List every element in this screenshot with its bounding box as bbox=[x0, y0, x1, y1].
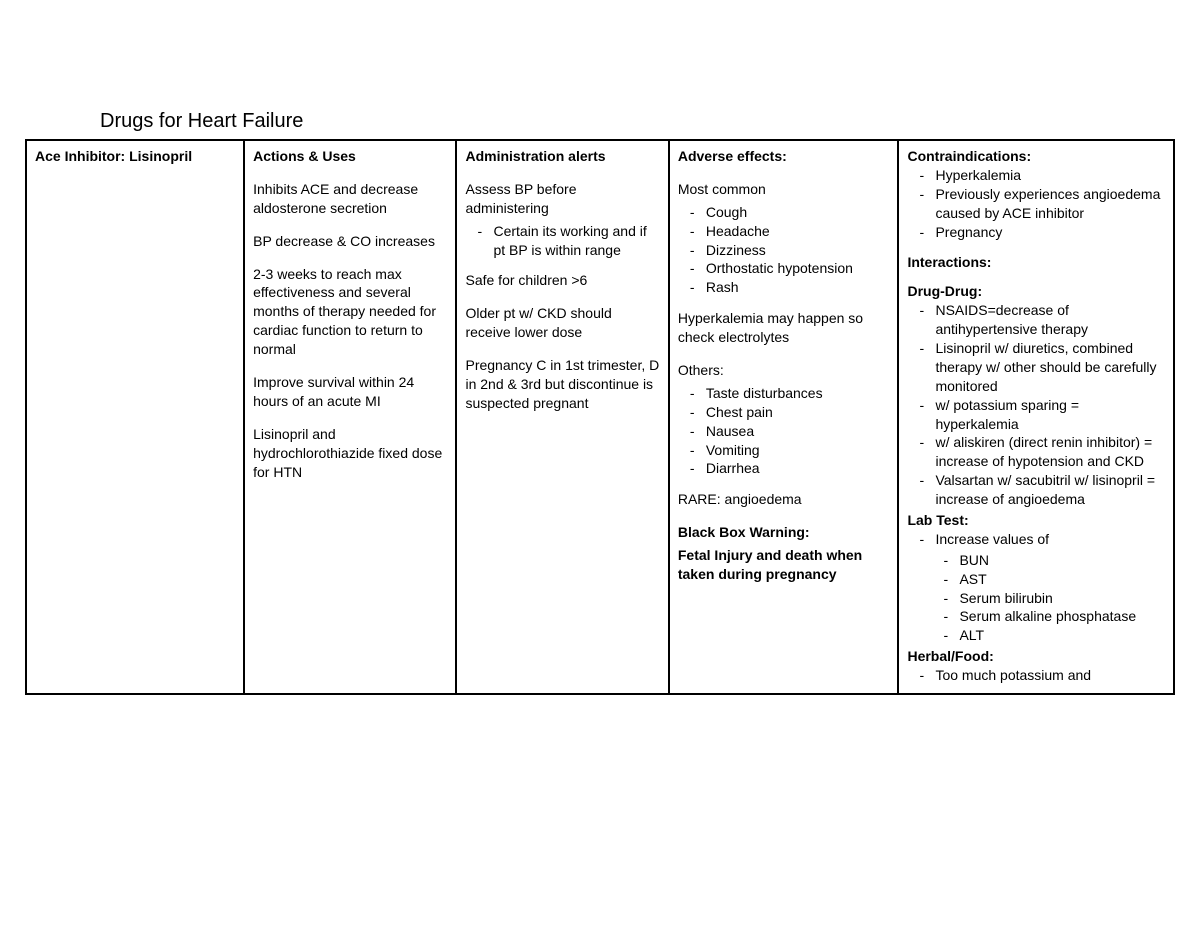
paragraph: BP decrease & CO increases bbox=[253, 232, 447, 251]
drug-table: Ace Inhibitor: Lisinopril Actions & Uses… bbox=[25, 139, 1175, 695]
col-header: Adverse effects: bbox=[678, 147, 890, 166]
cell-contraindications: Contraindications: Hyperkalemia Previous… bbox=[898, 140, 1174, 694]
sub-bullet-list: BUN AST Serum bilirubin Serum alkaline p… bbox=[907, 551, 1165, 645]
col-header: Ace Inhibitor: Lisinopril bbox=[35, 148, 192, 164]
paragraph: Hyperkalemia may happen so check electro… bbox=[678, 309, 890, 347]
list-item: Too much potassium and bbox=[935, 666, 1165, 685]
drug-drug-label: Drug-Drug: bbox=[907, 282, 1165, 301]
paragraph: Inhibits ACE and decrease aldosterone se… bbox=[253, 180, 447, 218]
paragraph: Pregnancy C in 1st trimester, D in 2nd &… bbox=[465, 356, 659, 413]
list-item: Serum alkaline phosphatase bbox=[959, 607, 1165, 626]
list-item: w/ potassium sparing = hyperkalemia bbox=[935, 396, 1165, 434]
list-item: Vomiting bbox=[706, 441, 890, 460]
cell-adverse-effects: Adverse effects: Most common Cough Heada… bbox=[669, 140, 899, 694]
table-row: Ace Inhibitor: Lisinopril Actions & Uses… bbox=[26, 140, 1174, 694]
list-item: Nausea bbox=[706, 422, 890, 441]
list-item: BUN bbox=[959, 551, 1165, 570]
bullet-list: NSAIDS=decrease of antihypertensive ther… bbox=[907, 301, 1165, 509]
paragraph: Assess BP before administering bbox=[465, 180, 659, 218]
list-item: Increase values of bbox=[935, 530, 1165, 549]
list-item: Orthostatic hypotension bbox=[706, 259, 890, 278]
bullet-list: Certain its working and if pt BP is with… bbox=[465, 222, 659, 260]
black-box-warning-label: Black Box Warning: bbox=[678, 523, 890, 542]
list-item: Serum bilirubin bbox=[959, 589, 1165, 608]
cell-drug-name: Ace Inhibitor: Lisinopril bbox=[26, 140, 244, 694]
bullet-list: Taste disturbances Chest pain Nausea Vom… bbox=[678, 384, 890, 478]
paragraph: Lisinopril and hydrochlorothiazide fixed… bbox=[253, 425, 447, 482]
cell-actions-uses: Actions & Uses Inhibits ACE and decrease… bbox=[244, 140, 456, 694]
list-item: Previously experiences angioedema caused… bbox=[935, 185, 1165, 223]
list-item: Hyperkalemia bbox=[935, 166, 1165, 185]
list-item: Chest pain bbox=[706, 403, 890, 422]
subheading: Others: bbox=[678, 361, 890, 380]
paragraph: Improve survival within 24 hours of an a… bbox=[253, 373, 447, 411]
bullet-list: Increase values of bbox=[907, 530, 1165, 549]
page-title: Drugs for Heart Failure bbox=[100, 110, 1175, 133]
black-box-warning-text: Fetal Injury and death when taken during… bbox=[678, 546, 890, 584]
paragraph: Safe for children >6 bbox=[465, 271, 659, 290]
paragraph: RARE: angioedema bbox=[678, 490, 890, 509]
bullet-list: Cough Headache Dizziness Orthostatic hyp… bbox=[678, 203, 890, 297]
list-item: Valsartan w/ sacubitril w/ lisinopril = … bbox=[935, 471, 1165, 509]
subheading: Most common bbox=[678, 180, 890, 199]
lab-test-label: Lab Test: bbox=[907, 511, 1165, 530]
list-item: Dizziness bbox=[706, 241, 890, 260]
list-item: Certain its working and if pt BP is with… bbox=[493, 222, 659, 260]
interactions-label: Interactions: bbox=[907, 253, 1165, 272]
cell-admin-alerts: Administration alerts Assess BP before a… bbox=[456, 140, 668, 694]
herbal-food-label: Herbal/Food: bbox=[907, 647, 1165, 666]
bullet-list: Hyperkalemia Previously experiences angi… bbox=[907, 166, 1165, 242]
bullet-list: Too much potassium and bbox=[907, 666, 1165, 685]
list-item: Rash bbox=[706, 278, 890, 297]
list-item: Pregnancy bbox=[935, 223, 1165, 242]
list-item: NSAIDS=decrease of antihypertensive ther… bbox=[935, 301, 1165, 339]
col-header: Administration alerts bbox=[465, 147, 659, 166]
list-item: Cough bbox=[706, 203, 890, 222]
paragraph: Older pt w/ CKD should receive lower dos… bbox=[465, 304, 659, 342]
list-item: ALT bbox=[959, 626, 1165, 645]
list-item: AST bbox=[959, 570, 1165, 589]
list-item: Taste disturbances bbox=[706, 384, 890, 403]
paragraph: 2-3 weeks to reach max effectiveness and… bbox=[253, 265, 447, 359]
list-item: Diarrhea bbox=[706, 459, 890, 478]
col-header: Contraindications: bbox=[907, 147, 1165, 166]
document-page: Drugs for Heart Failure Ace Inhibitor: L… bbox=[0, 0, 1200, 927]
col-header: Actions & Uses bbox=[253, 147, 447, 166]
list-item: w/ aliskiren (direct renin inhibitor) = … bbox=[935, 433, 1165, 471]
list-item: Lisinopril w/ diuretics, combined therap… bbox=[935, 339, 1165, 396]
list-item: Headache bbox=[706, 222, 890, 241]
